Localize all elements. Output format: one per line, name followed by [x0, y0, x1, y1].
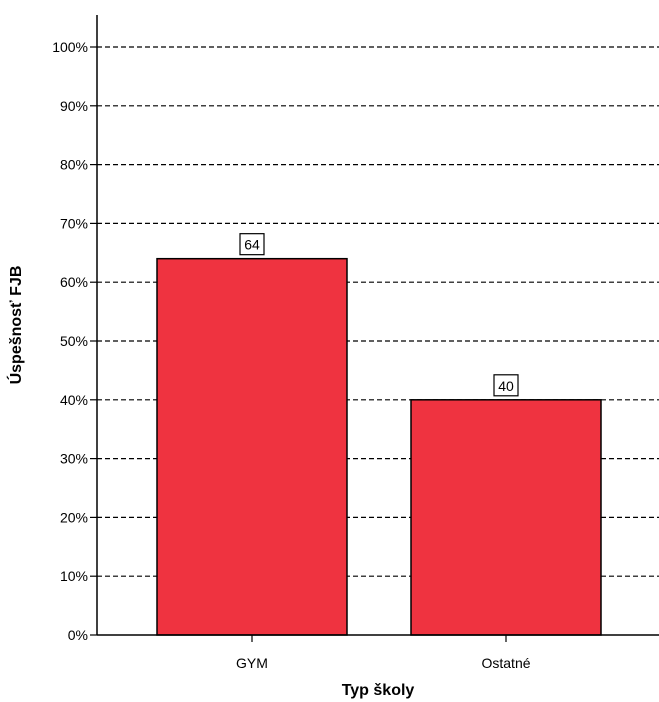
x-ticks: GYM Ostatné: [236, 635, 531, 671]
y-axis-title: Úspešnosť FJB: [6, 266, 25, 385]
y-tick-label: 40%: [60, 392, 88, 408]
x-tick-label: Ostatné: [481, 655, 530, 671]
y-tick-label: 80%: [60, 157, 88, 173]
data-labels: 64 40: [239, 233, 519, 397]
data-label-box: 64: [239, 233, 265, 256]
y-tick-label: 100%: [52, 39, 88, 55]
bar-ostatn-: [410, 399, 602, 636]
y-tick-label: 20%: [60, 509, 88, 525]
y-tick-label: 60%: [60, 274, 88, 290]
axes: [96, 15, 659, 636]
bars: [156, 257, 602, 636]
y-tick-label: 90%: [60, 98, 88, 114]
y-ticks: 0% 10% 20% 30% 40% 50% 60% 70% 80% 90% 100%: [52, 39, 97, 643]
y-tick-label: 70%: [60, 215, 88, 231]
data-label-frame: [239, 233, 265, 256]
y-tick-label: 30%: [60, 451, 88, 467]
data-label: 40: [498, 378, 514, 394]
y-tick-label: 50%: [60, 333, 88, 349]
y-tick-label: 10%: [60, 568, 88, 584]
data-label: 64: [244, 237, 260, 253]
x-axis-title: Typ školy: [342, 682, 415, 699]
bar-gym: [156, 257, 348, 636]
data-label-box: 40: [493, 374, 519, 397]
x-tick-label: GYM: [236, 655, 268, 671]
data-label-frame: [493, 374, 519, 397]
y-tick-label: 0%: [68, 627, 88, 643]
